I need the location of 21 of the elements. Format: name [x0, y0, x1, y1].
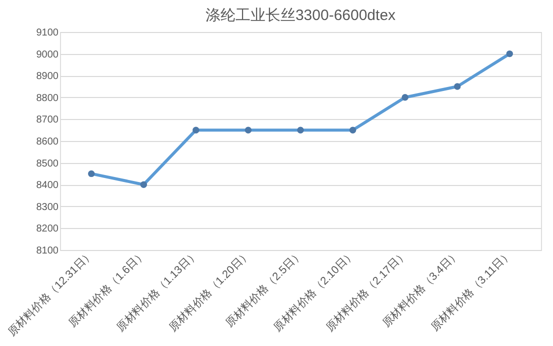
- y-tick-label: 8600: [36, 136, 59, 148]
- y-tick-label: 8100: [36, 246, 59, 256]
- point: [140, 181, 148, 188]
- point: [244, 126, 252, 134]
- y-tick-label: 8200: [36, 224, 59, 235]
- y-tick-label: 8400: [36, 180, 59, 192]
- point: [402, 94, 408, 101]
- point: [192, 126, 200, 134]
- point: [454, 83, 461, 90]
- point: [506, 50, 513, 58]
- point: [297, 126, 304, 134]
- y-tick-label: 9100: [36, 28, 59, 38]
- y-tick-label: 8300: [36, 202, 59, 213]
- y-tick-label: 8900: [36, 71, 59, 82]
- y-tick-label: 9000: [36, 49, 59, 60]
- y-tick-label: 8800: [36, 92, 59, 104]
- point: [349, 126, 356, 134]
- chart-title: 涤纶工业长丝3300-6600dtex: [205, 7, 396, 24]
- point: [88, 170, 95, 178]
- y-tick-label: 8500: [36, 158, 59, 170]
- y-tick-label: 8700: [36, 114, 59, 126]
